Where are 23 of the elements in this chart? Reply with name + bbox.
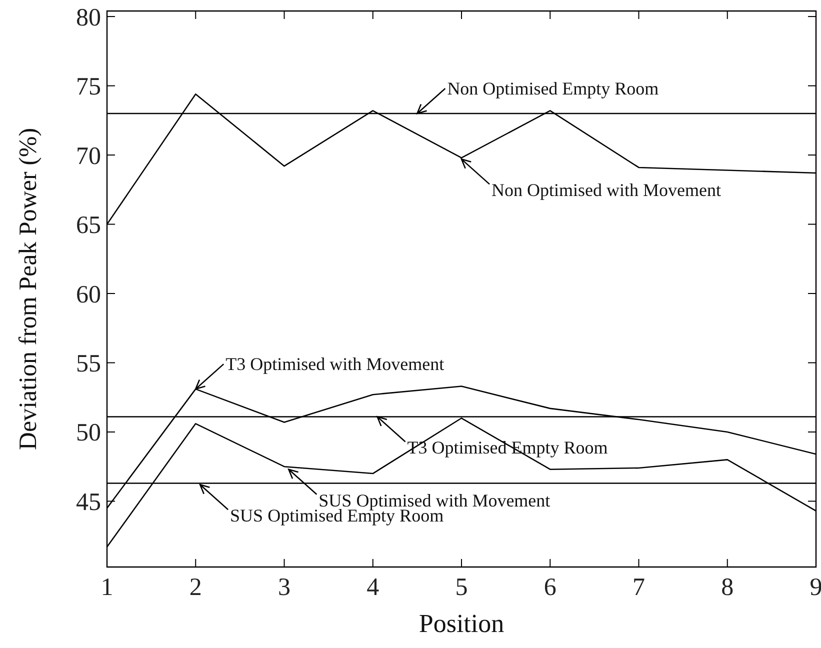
annotation: SUS Optimised with Movement xyxy=(318,490,550,510)
x-tick-label: 7 xyxy=(632,574,645,601)
x-tick-label: 9 xyxy=(810,574,821,601)
annotation: Non Optimised Empty Room xyxy=(447,78,659,98)
x-tick-label: 1 xyxy=(100,574,114,601)
y-tick-label: 60 xyxy=(76,281,101,308)
y-axis-title: Deviation from Peak Power (%) xyxy=(15,128,42,450)
y-tick-label: 70 xyxy=(76,142,101,170)
annotation: T3 Optimised with Movement xyxy=(226,354,444,374)
y-tick-label: 80 xyxy=(76,4,101,32)
annotation: Non Optimised with Movement xyxy=(492,180,721,200)
x-tick-label: 3 xyxy=(278,574,290,601)
y-tick-label: 45 xyxy=(76,488,101,516)
y-tick-label: 65 xyxy=(76,212,101,240)
y-tick-label: 55 xyxy=(76,350,101,378)
x-tick-label: 4 xyxy=(366,574,380,601)
x-tick-label: 6 xyxy=(544,574,556,601)
y-tick-label: 50 xyxy=(76,420,101,447)
y-tick-label: 75 xyxy=(76,74,101,101)
x-axis-title: Position xyxy=(418,609,504,638)
x-tick-label: 5 xyxy=(455,574,468,601)
x-tick-label: 8 xyxy=(721,574,734,601)
x-tick-label: 2 xyxy=(189,574,202,601)
